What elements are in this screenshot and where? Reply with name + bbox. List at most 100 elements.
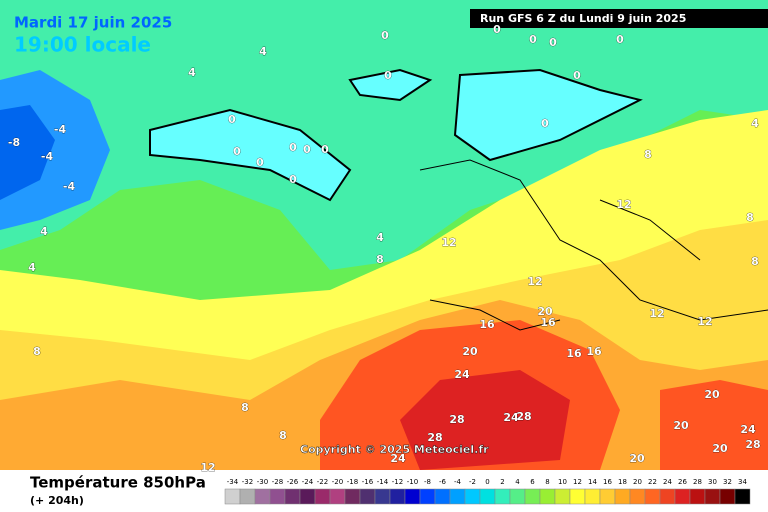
contour-label: 24 [503, 411, 519, 424]
scale-label: 20 [633, 478, 642, 486]
scale-swatch [299, 488, 316, 505]
scale-swatch [359, 488, 376, 505]
scale-label: -10 [407, 478, 418, 486]
scale-swatch [404, 488, 421, 505]
scale-swatch [269, 488, 286, 505]
scale-label: 24 [663, 478, 672, 486]
scale-label: -6 [439, 478, 447, 486]
contour-label: 28 [449, 413, 464, 426]
contour-label: 4 [28, 261, 36, 274]
scale-swatch [434, 488, 451, 505]
scale-swatch [479, 488, 496, 505]
contour-label: -4 [63, 180, 76, 193]
contour-label: 12 [649, 307, 664, 320]
run-box [470, 9, 768, 28]
contour-label: 8 [746, 211, 754, 224]
contour-label: 0 [289, 173, 297, 186]
contour-label: 12 [441, 236, 456, 249]
scale-swatch [629, 488, 646, 505]
scale-swatch [569, 488, 586, 505]
scale-swatch [374, 488, 391, 505]
scale-label: 0 [485, 478, 489, 486]
scale-swatch [314, 488, 331, 505]
contour-label: 28 [516, 410, 531, 423]
contour-label: 24 [390, 452, 406, 465]
copyright: Copyright © 2025 Meteociel.fr [300, 443, 489, 456]
contour-label: 16 [479, 318, 495, 331]
scale-label: -16 [362, 478, 374, 486]
scale-swatch [584, 488, 601, 505]
contour-label: 0 [289, 141, 297, 154]
scale-swatch [239, 488, 256, 505]
contour-label: 8 [241, 401, 249, 414]
scale-label: 4 [515, 478, 520, 486]
scale-swatch [599, 488, 616, 505]
scale-swatch [614, 488, 631, 505]
scale-label: -12 [392, 478, 403, 486]
scale-swatch [719, 488, 736, 505]
contour-label: -4 [41, 150, 54, 163]
scale-label: -2 [469, 478, 476, 486]
arctic-patch [149, 108, 352, 202]
contour-label: 12 [697, 315, 712, 328]
contour-label: 0 [573, 69, 581, 82]
contour-label: 4 [751, 117, 759, 130]
contour-label: 20 [629, 452, 645, 465]
scale-label: 6 [530, 478, 535, 486]
contour-label: 20 [462, 345, 478, 358]
scale-swatch [344, 488, 361, 505]
contour-label: 12 [200, 461, 215, 474]
contour-label: 12 [616, 198, 631, 211]
scale-label: -14 [377, 478, 389, 486]
scale-label: 28 [693, 478, 702, 486]
run-info: Run GFS 6 Z du Lundi 9 juin 2025 [480, 12, 686, 25]
contour-label: 0 [384, 69, 392, 82]
footer-title: Température 850hPa [30, 474, 206, 492]
scale-swatch [419, 488, 436, 505]
scale-label: 16 [603, 478, 612, 486]
contour-label: 4 [188, 66, 196, 79]
coastlines [419, 159, 768, 331]
levant-hot [660, 380, 768, 470]
scale-swatch [704, 488, 721, 505]
scale-swatch [554, 488, 571, 505]
scale-swatch [689, 488, 706, 505]
scale-swatch [674, 488, 691, 505]
contour-label: 16 [540, 316, 556, 329]
contour-label: 4 [40, 225, 48, 238]
scale-label: -32 [242, 478, 253, 486]
contour-label: 16 [566, 347, 582, 360]
scale-swatch [494, 488, 511, 505]
scale-swatch [449, 488, 466, 505]
scale-label: 18 [618, 478, 627, 486]
scale-label: -4 [454, 478, 462, 486]
scale-label: -28 [272, 478, 283, 486]
contour-label: 0 [381, 29, 389, 42]
scale-label: -22 [317, 478, 328, 486]
scale-label: -18 [347, 478, 358, 486]
hottest-region [400, 370, 570, 470]
contour-label: 20 [537, 305, 553, 318]
scale-swatch [464, 488, 481, 505]
contour-label: 4 [376, 231, 384, 244]
contour-label: 0 [493, 23, 501, 36]
scale-swatch [224, 488, 241, 505]
scale-swatch [389, 488, 406, 505]
contour-label: 0 [549, 36, 557, 49]
contour-label: 12 [527, 275, 542, 288]
cool-region [0, 0, 768, 270]
scale-label: 26 [678, 478, 687, 486]
scale-label: -8 [424, 478, 431, 486]
contour-label: 8 [279, 429, 287, 442]
contour-label: 24 [454, 368, 470, 381]
forecast-date: Mardi 17 juin 2025 [14, 14, 172, 32]
contour-label: 20 [712, 442, 728, 455]
scale-swatch [509, 488, 526, 505]
forecast-time: 19:00 locale [14, 33, 151, 57]
contour-label: 28 [427, 431, 442, 444]
scale-swatch [254, 488, 271, 505]
scale-label: 32 [723, 478, 732, 486]
greenland-core [0, 105, 55, 200]
